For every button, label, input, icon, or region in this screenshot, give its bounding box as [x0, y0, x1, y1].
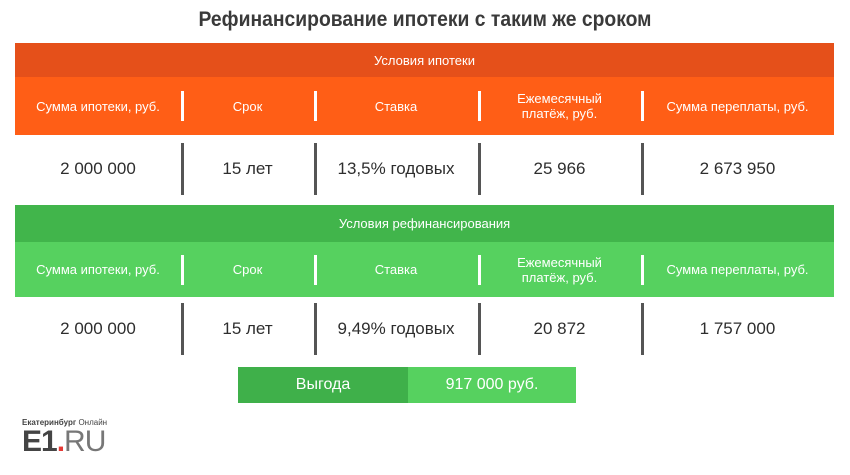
- header-term: Срок: [181, 77, 314, 135]
- benefit-label: Выгода: [238, 367, 408, 403]
- value-amount: 2 000 000: [60, 159, 136, 178]
- value-monthly-payment: 25 966: [478, 138, 641, 200]
- header-amount: Сумма ипотеки, руб.: [36, 98, 160, 114]
- header-overpayment: Сумма переплаты, руб.: [641, 77, 834, 135]
- header-term: Срок: [181, 242, 314, 297]
- header-amount: Сумма ипотеки, руб.: [36, 262, 160, 277]
- value-overpayment: 1 757 000: [641, 298, 834, 360]
- refinance-value-row: 2 000 000 15 лет 9,49% годовых 20 872 1 …: [15, 298, 834, 360]
- mortgage-value-row: 2 000 000 15 лет 13,5% годовых 25 966 2 …: [15, 138, 834, 200]
- logo-wordmark: E1.RU: [22, 425, 106, 458]
- value-rate: 9,49% годовых: [314, 298, 478, 360]
- header-rate: Ставка: [314, 77, 478, 135]
- e1-logo: Екатеринбург Онлайн E1.RU: [22, 418, 107, 457]
- value-rate: 13,5% годовых: [314, 138, 478, 200]
- benefit-amount: 917 000 руб.: [408, 367, 576, 403]
- header-rate: Ставка: [314, 242, 478, 297]
- value-monthly-payment: 20 872: [478, 298, 641, 360]
- header-monthly-payment: Ежемесячный платёж, руб.: [478, 77, 641, 135]
- benefit-box: Выгода 917 000 руб.: [238, 367, 576, 403]
- refinance-section-label: Условия рефинансирования: [15, 205, 834, 242]
- page-title: Рефинансирование ипотеки с таким же срок…: [198, 8, 652, 31]
- logo-subtitle: Екатеринбург Онлайн: [22, 418, 108, 427]
- header-overpayment: Сумма переплаты, руб.: [641, 242, 834, 297]
- value-term: 15 лет: [181, 138, 314, 200]
- mortgage-section-label: Условия ипотеки: [15, 43, 834, 77]
- refinance-header-row: Сумма ипотеки, руб. Срок Ставка Ежемесяч…: [15, 242, 834, 297]
- value-term: 15 лет: [181, 298, 314, 360]
- header-monthly-payment: Ежемесячный платёж, руб.: [478, 242, 641, 297]
- mortgage-header-row: Сумма ипотеки, руб. Срок Ставка Ежемесяч…: [15, 77, 834, 135]
- value-amount: 2 000 000: [60, 319, 136, 338]
- value-overpayment: 2 673 950: [641, 138, 834, 200]
